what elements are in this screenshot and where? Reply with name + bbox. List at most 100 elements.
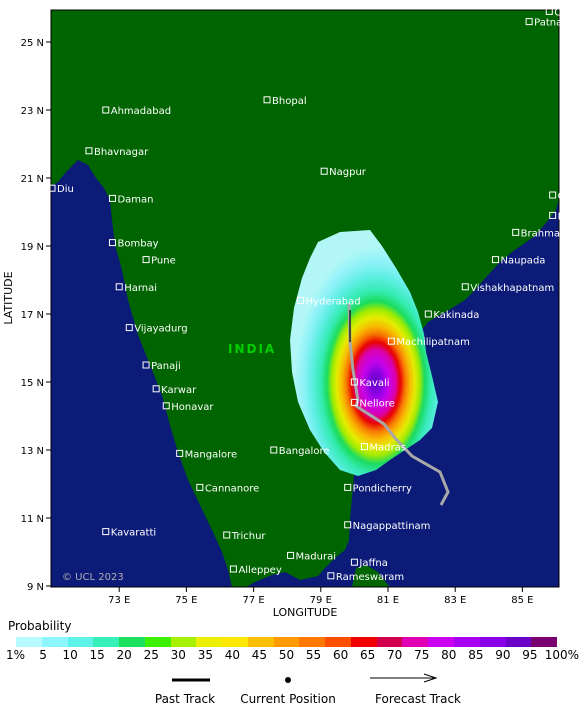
probability-label: 1% — [6, 648, 26, 662]
longitude-tick-label: 83 E — [444, 595, 466, 606]
probability-color-swatch — [196, 637, 223, 647]
probability-swath — [290, 230, 438, 476]
city-marker: Nellore — [350, 398, 395, 409]
city-label: Pune — [151, 256, 176, 267]
city-label: Mangalore — [185, 449, 238, 460]
city-square-icon — [108, 239, 116, 247]
probability-label: 80 — [441, 648, 457, 662]
legend-title: Probability — [8, 619, 72, 633]
probability-label: 15 — [89, 648, 105, 662]
probability-color-swatch — [505, 637, 532, 647]
city-marker: Bhavnagar — [85, 147, 149, 158]
city-square-icon — [142, 256, 150, 264]
city-label: Nellore — [359, 398, 394, 409]
probability-labels: 1% 5 10 15 20 25 30 35 40 45 50 55 60 65 70 75 80 85 90 95 1… — [0, 648, 580, 662]
city-square-icon — [320, 167, 328, 175]
probability-color-swatch — [222, 637, 248, 647]
city-label: Jaffna — [358, 558, 387, 569]
city-marker: Ahmadabad — [102, 106, 171, 117]
probability-color-swatch — [402, 637, 429, 647]
city-marker: Mangalore — [176, 449, 238, 460]
longitude-tick-label: 73 E — [108, 595, 130, 606]
city-markers: ChapdpurPatna Ahmadabad Bhopal Bhavnagar Nag… — [48, 7, 580, 583]
city-marker: Kavali — [350, 378, 390, 389]
probability-color-swatch — [454, 637, 480, 647]
past-track-legend: Past Track — [150, 672, 220, 706]
city-label: Cannanore — [205, 483, 259, 494]
city-label: Nagpur — [329, 167, 367, 178]
city-label: Diu — [57, 184, 74, 195]
city-square-icon — [196, 483, 204, 491]
city-square-icon — [102, 106, 110, 114]
probability-color-swatch — [428, 637, 455, 647]
probability-color-swatch — [325, 637, 351, 647]
city-label: Nagappattinam — [353, 521, 431, 532]
city-marker: Daman — [108, 194, 154, 205]
city-marker: Rameswaram — [327, 572, 404, 583]
probability-label: 100% — [544, 648, 579, 662]
longitude-title: LONGITUDE — [273, 606, 338, 619]
city-marker: Diu — [48, 184, 74, 195]
city-marker: Bhopal — [263, 96, 307, 107]
probability-label: 65 — [360, 648, 376, 662]
cyclone-map: 25 N 23 N 21 N 19 N 17 N 15 N 13 N 11 N 9 N 73 E… — [2, 7, 580, 619]
city-label: Trichur — [231, 531, 267, 542]
city-square-icon — [344, 521, 352, 529]
probability-color-swatch — [67, 637, 94, 647]
probability-label: 85 — [468, 648, 484, 662]
latitude-tick-label: 9 N — [27, 582, 44, 593]
current-position-label: Current Position — [240, 692, 336, 706]
latitude-tick-label: 23 N — [21, 106, 44, 117]
city-marker: Madurai — [287, 551, 336, 562]
city-square-icon — [360, 443, 368, 451]
latitude-axis: 25 N 23 N 21 N 19 N 17 N 15 N 13 N 11 N 9 N — [21, 38, 51, 593]
city-label: Madurai — [296, 551, 336, 562]
city-marker: Honavar — [162, 402, 214, 413]
city-marker: Panaji — [142, 361, 181, 372]
probability-label: 25 — [143, 648, 159, 662]
probability-label: 35 — [197, 648, 213, 662]
city-square-icon — [287, 551, 295, 559]
probability-color-swatch — [16, 637, 42, 647]
probability-label: 90 — [495, 648, 511, 662]
probability-color-swatch — [170, 637, 197, 647]
probability-color-swatch — [41, 637, 68, 647]
city-marker: Vijayadurg — [125, 324, 188, 335]
latitude-tick-label: 13 N — [21, 446, 44, 457]
city-marker: Madras — [360, 443, 406, 454]
city-label: Rameswaram — [336, 572, 404, 583]
city-label: Bhopal — [272, 96, 307, 107]
city-square-icon — [350, 378, 358, 386]
probability-color-bar — [16, 637, 558, 647]
track-legend: Past Track Current Position Forecast Tra… — [0, 672, 580, 706]
current-position-symbol — [285, 677, 291, 683]
city-square-icon — [297, 296, 305, 304]
latitude-tick-label: 19 N — [21, 242, 44, 253]
city-square-icon — [108, 194, 116, 202]
probability-color-swatch — [299, 637, 326, 647]
city-label: Alleppey — [238, 565, 281, 576]
city-marker: Nagpur — [320, 167, 367, 178]
city-label: Vijayadurg — [134, 324, 187, 335]
city-marker: Patna — [525, 18, 562, 29]
city-label: Kavaratti — [111, 528, 156, 539]
longitude-tick-label: 79 E — [310, 595, 332, 606]
city-marker: Chapdpur — [545, 7, 580, 18]
probability-color-swatch — [273, 637, 300, 647]
city-label: Bhavnagar — [94, 147, 149, 158]
city-square-icon — [223, 531, 231, 539]
city-label: Honavar — [171, 402, 214, 413]
city-marker: Cannanore — [196, 483, 259, 494]
city-label: Machilipatnam — [396, 337, 470, 348]
city-square-icon — [176, 449, 184, 457]
city-label: Pondicherry — [353, 483, 412, 494]
city-square-icon — [102, 528, 110, 536]
past-track-label: Past Track — [154, 692, 216, 706]
latitude-tick-label: 15 N — [21, 378, 44, 389]
city-marker: Naupada — [492, 256, 545, 267]
city-square-icon — [461, 283, 469, 291]
city-marker: Bangalore — [270, 446, 330, 457]
city-label: Panaji — [151, 361, 181, 372]
probability-label: 55 — [305, 648, 322, 662]
probability-color-swatch — [350, 637, 377, 647]
